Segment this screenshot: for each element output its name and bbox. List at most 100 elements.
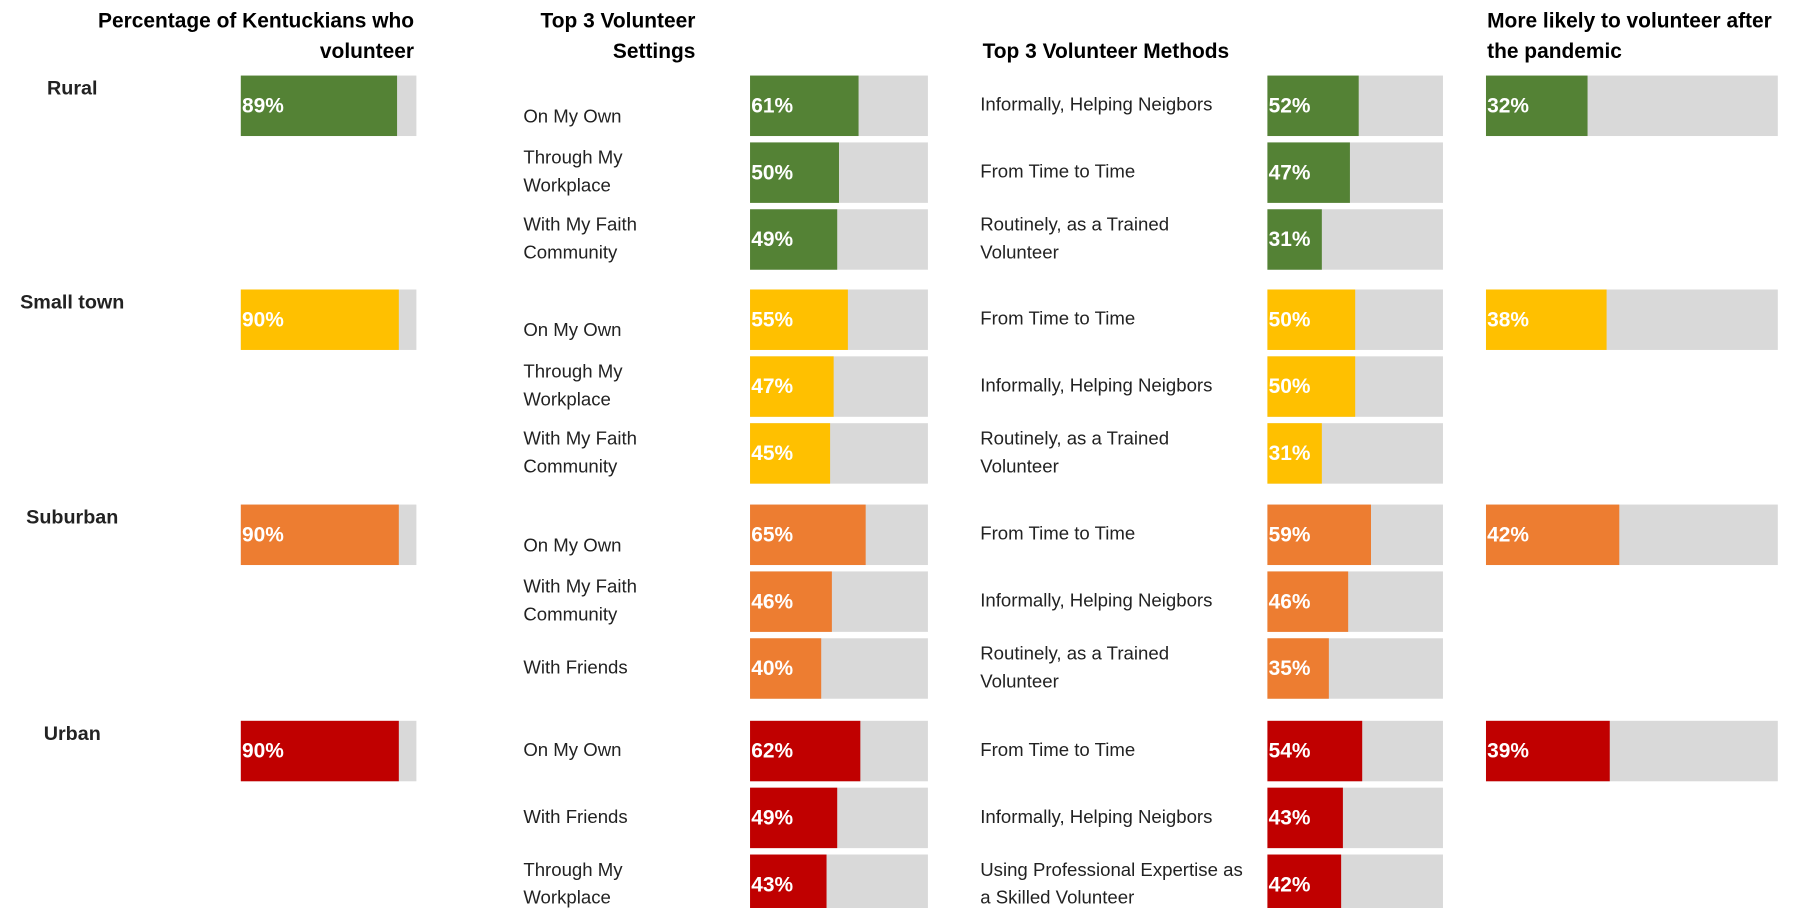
value-label: 39%: [1487, 740, 1529, 763]
bar: [1267, 423, 1322, 484]
label-line: Routinely, as a Trained: [980, 213, 1169, 234]
bar: [750, 142, 839, 203]
bar: [1267, 75, 1359, 137]
value-label: 90%: [242, 523, 284, 546]
value-label: 49%: [751, 807, 793, 830]
value-label: 31%: [1269, 442, 1311, 465]
bar: [750, 787, 838, 849]
label-line: Using Professional Expertise as: [980, 859, 1243, 880]
bar: [240, 75, 398, 137]
setting-label: On My Own: [523, 319, 621, 340]
label-line: Community: [523, 604, 618, 625]
bar: [750, 504, 866, 566]
column-header: Top 3 Volunteer: [541, 10, 696, 33]
group-label: Rural: [47, 78, 97, 100]
value-label: 43%: [751, 873, 793, 896]
method-label: Routinely, as a Trained Volunteer: [980, 642, 1169, 691]
label-line: Volunteer: [980, 455, 1059, 476]
bar: [750, 638, 822, 699]
label-line: Through My: [523, 859, 623, 880]
value-label: 47%: [1269, 161, 1311, 184]
group-label: Suburban: [26, 507, 118, 529]
value-label: 59%: [1269, 523, 1311, 546]
setting-label: With Friends: [523, 656, 627, 677]
value-label: 45%: [751, 442, 793, 465]
method-label: Routinely, as a Trained Volunteer: [980, 213, 1169, 262]
method-label: Informally, Helping Neigbors: [980, 94, 1212, 115]
bar: [240, 504, 399, 566]
bar: [750, 209, 838, 270]
bar: [1267, 854, 1342, 908]
value-label: 50%: [751, 161, 793, 184]
bar: [1267, 787, 1343, 849]
setting-label: Through My Workplace: [523, 361, 623, 410]
value-label: 52%: [1269, 94, 1311, 117]
label-line: a Skilled Volunteer: [980, 887, 1134, 908]
label-line: Through My: [523, 147, 623, 168]
value-label: 47%: [751, 375, 793, 398]
bar: [240, 289, 399, 350]
value-label: 32%: [1487, 94, 1529, 117]
bar: [750, 720, 861, 782]
bar: [750, 75, 859, 137]
label-line: Volunteer: [980, 241, 1059, 262]
value-label: 55%: [751, 308, 793, 331]
bar: [1267, 289, 1356, 350]
bar: [240, 720, 399, 782]
method-label: From Time to Time: [980, 308, 1135, 329]
bar: [1267, 142, 1350, 203]
value-label: 90%: [242, 308, 284, 331]
method-label: Routinely, as a Trained Volunteer: [980, 427, 1169, 476]
method-label: From Time to Time: [980, 161, 1135, 182]
method-label: Informally, Helping Neigbors: [980, 374, 1212, 395]
value-label: 54%: [1269, 740, 1311, 763]
bar: [1267, 356, 1356, 417]
label-line: Community: [523, 241, 618, 262]
bar: [1485, 720, 1610, 782]
setting-label: With Friends: [523, 806, 627, 827]
label-line: Routinely, as a Trained: [980, 427, 1169, 448]
column-header: the pandemic: [1487, 40, 1622, 63]
setting-label: With My Faith Community: [523, 427, 637, 476]
label-line: Community: [523, 455, 618, 476]
bar: [750, 289, 848, 350]
value-label: 50%: [1269, 375, 1311, 398]
value-label: 31%: [1269, 228, 1311, 251]
value-label: 61%: [751, 94, 793, 117]
value-label: 89%: [242, 94, 284, 117]
setting-label: On My Own: [523, 105, 621, 126]
column-header: More likely to volunteer after: [1487, 10, 1772, 33]
value-label: 35%: [1269, 657, 1311, 680]
label-line: Workplace: [523, 887, 611, 908]
value-label: 46%: [751, 590, 793, 613]
bar: [1267, 638, 1329, 699]
column-header: Settings: [613, 40, 695, 63]
bar: [1485, 75, 1588, 137]
setting-label: Through My Workplace: [523, 859, 623, 908]
label-line: With My Faith: [523, 576, 637, 597]
bar: [1267, 720, 1363, 782]
setting-label: With My Faith Community: [523, 213, 637, 262]
column-header: volunteer: [320, 40, 414, 63]
label-line: With My Faith: [523, 213, 637, 234]
setting-label: On My Own: [523, 534, 621, 555]
value-label: 50%: [1269, 308, 1311, 331]
value-label: 43%: [1269, 807, 1311, 830]
bar: [750, 356, 834, 417]
value-label: 49%: [751, 228, 793, 251]
bar: [1485, 289, 1607, 350]
label-line: Workplace: [523, 388, 611, 409]
setting-label: With My Faith Community: [523, 576, 637, 625]
method-label: Informally, Helping Neigbors: [980, 590, 1212, 611]
method-label: Using Professional Expertise as a Skilled…: [980, 859, 1243, 908]
method-label: From Time to Time: [980, 523, 1135, 544]
label-line: Routinely, as a Trained: [980, 642, 1169, 663]
value-label: 90%: [242, 740, 284, 763]
value-label: 42%: [1487, 523, 1529, 546]
bar: [1267, 571, 1349, 632]
label-line: Through My: [523, 361, 623, 382]
value-label: 46%: [1269, 590, 1311, 613]
group-label: Small town: [20, 292, 124, 314]
bar: [750, 423, 831, 484]
method-label: Informally, Helping Neigbors: [980, 806, 1212, 827]
